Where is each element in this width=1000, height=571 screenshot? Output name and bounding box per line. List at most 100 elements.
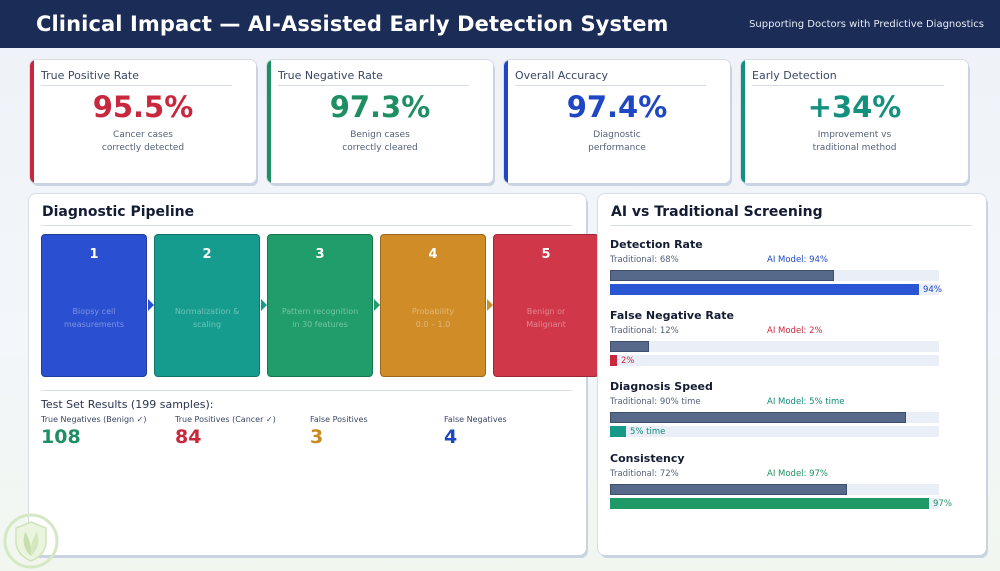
kpi-label: True Negative Rate xyxy=(278,69,383,82)
kpi-label: Overall Accuracy xyxy=(515,69,609,82)
ai-label: AI Model: 2% xyxy=(767,326,823,336)
arrow-right-icon xyxy=(261,299,267,311)
result-true-negatives: True Negatives (Benign ✓) 108 xyxy=(41,415,147,448)
divider xyxy=(610,225,972,226)
kpi-desc-line: Cancer cases xyxy=(113,130,173,140)
ai-label: AI Model: 5% time xyxy=(767,397,845,407)
result-value: 84 xyxy=(175,426,202,448)
result-true-positives: True Positives (Cancer ✓) 84 xyxy=(175,415,276,448)
arrow-right-icon xyxy=(148,299,154,311)
divider xyxy=(41,390,572,391)
step-number: 5 xyxy=(541,247,551,262)
result-label: False Negatives xyxy=(444,415,507,424)
result-label: False Positives xyxy=(310,415,368,424)
metric-detection-rate: Detection Rate Traditional: 68% AI Model… xyxy=(610,238,970,298)
metric-title: Consistency xyxy=(610,452,685,465)
pipeline-step-2: 2 Normalization & scaling xyxy=(154,234,260,377)
kpi-desc-line: traditional method xyxy=(812,143,897,153)
traditional-label: Traditional: 90% time xyxy=(610,397,701,407)
ai-label: AI Model: 97% xyxy=(767,469,829,479)
traditional-bar-track xyxy=(610,341,939,352)
panel-title: Diagnostic Pipeline xyxy=(42,204,195,220)
ai-bar-label: 2% xyxy=(621,356,635,366)
panel-title: AI vs Traditional Screening xyxy=(611,204,823,220)
ai-vs-traditional-panel: AI vs Traditional Screening Detection Ra… xyxy=(598,194,986,555)
ai-bar-track xyxy=(610,426,939,437)
pipeline-step-4: 4 Probability 0.0 – 1.0 xyxy=(380,234,486,377)
kpi-description: Cancer cases correctly detected xyxy=(30,129,256,155)
leaf-shield-logo-icon xyxy=(3,513,59,569)
kpi-accent-bar xyxy=(30,60,34,183)
metric-title: Detection Rate xyxy=(610,238,703,251)
arrow-right-icon xyxy=(374,299,380,311)
kpi-accent-bar xyxy=(504,60,508,183)
kpi-value: +34% xyxy=(807,90,902,124)
result-false-negatives: False Negatives 4 xyxy=(444,415,507,448)
kpi-desc-line: Improvement vs xyxy=(817,130,892,140)
divider xyxy=(41,225,572,226)
header-bar: Clinical Impact — AI-Assisted Early Dete… xyxy=(0,0,1000,48)
kpi-desc-line: Benign cases xyxy=(350,130,410,140)
metric-diagnosis-speed: Diagnosis Speed Traditional: 90% time AI… xyxy=(610,380,970,440)
kpi-value: 95.5% xyxy=(92,90,194,124)
traditional-bar xyxy=(610,270,834,281)
step-number: 1 xyxy=(89,247,99,262)
pipeline-step-5: 5 Benign or Malignant xyxy=(493,234,599,377)
ai-bar-label: 5% time xyxy=(630,427,666,437)
step-number: 2 xyxy=(202,247,212,262)
kpi-desc-line: Diagnostic xyxy=(593,130,641,140)
step-text: Probability 0.0 – 1.0 xyxy=(385,305,481,331)
metric-title: Diagnosis Speed xyxy=(610,380,713,393)
step-text: Benign or Malignant xyxy=(498,305,594,331)
result-label: True Negatives (Benign ✓) xyxy=(41,415,147,424)
step-line: Biopsy cell xyxy=(72,307,116,316)
kpi-description: Benign cases correctly cleared xyxy=(267,129,493,155)
result-label: True Positives (Cancer ✓) xyxy=(175,415,276,424)
ai-bar-label: 94% xyxy=(923,285,942,295)
ai-bar-track xyxy=(610,498,939,509)
test-set-title: Test Set Results (199 samples): xyxy=(41,398,214,411)
kpi-label: Early Detection xyxy=(752,69,837,82)
page-title: Clinical Impact — AI-Assisted Early Dete… xyxy=(36,12,669,36)
step-line: Probability xyxy=(411,307,455,316)
divider xyxy=(278,85,469,86)
step-line: 0.0 – 1.0 xyxy=(415,320,451,329)
step-line: in 30 features xyxy=(292,320,348,329)
kpi-card-true-negative-rate: True Negative Rate 97.3% Benign cases co… xyxy=(267,60,493,183)
divider xyxy=(515,85,706,86)
result-value: 4 xyxy=(444,426,458,448)
metric-false-negative-rate: False Negative Rate Traditional: 12% AI … xyxy=(610,309,970,369)
ai-bar xyxy=(610,498,929,509)
traditional-label: Traditional: 72% xyxy=(610,469,679,479)
traditional-bar-track xyxy=(610,270,939,281)
ai-bar-track xyxy=(610,284,939,295)
step-line: Pattern recognition xyxy=(281,307,359,316)
metric-title: False Negative Rate xyxy=(610,309,734,322)
traditional-bar-track xyxy=(610,484,939,495)
ai-bar xyxy=(610,355,617,366)
kpi-accent-bar xyxy=(267,60,271,183)
ai-bar-label: 97% xyxy=(933,499,952,509)
result-value: 3 xyxy=(310,426,324,448)
kpi-desc-line: correctly detected xyxy=(101,143,185,153)
divider xyxy=(41,85,232,86)
pipeline-step-1: 1 Biopsy cell measurements xyxy=(41,234,147,377)
traditional-bar xyxy=(610,484,847,495)
step-line: measurements xyxy=(64,320,124,329)
kpi-card-true-positive-rate: True Positive Rate 95.5% Cancer cases co… xyxy=(30,60,256,183)
kpi-card-early-detection: Early Detection +34% Improvement vs trad… xyxy=(741,60,968,183)
metric-consistency: Consistency Traditional: 72% AI Model: 9… xyxy=(610,452,970,512)
kpi-desc-line: performance xyxy=(588,143,646,153)
traditional-bar xyxy=(610,341,649,352)
kpi-value: 97.4% xyxy=(566,90,668,124)
page-subtitle: Supporting Doctors with Predictive Diagn… xyxy=(749,18,984,30)
step-number: 3 xyxy=(315,247,325,262)
traditional-label: Traditional: 68% xyxy=(610,255,679,265)
kpi-accent-bar xyxy=(741,60,745,183)
result-value: 108 xyxy=(41,426,81,448)
diagnostic-pipeline-panel: Diagnostic Pipeline 1 Biopsy cell measure… xyxy=(29,194,599,555)
ai-bar xyxy=(610,284,919,295)
kpi-label: True Positive Rate xyxy=(41,69,139,82)
ai-bar xyxy=(610,426,626,437)
step-line: Normalization & xyxy=(174,307,240,316)
